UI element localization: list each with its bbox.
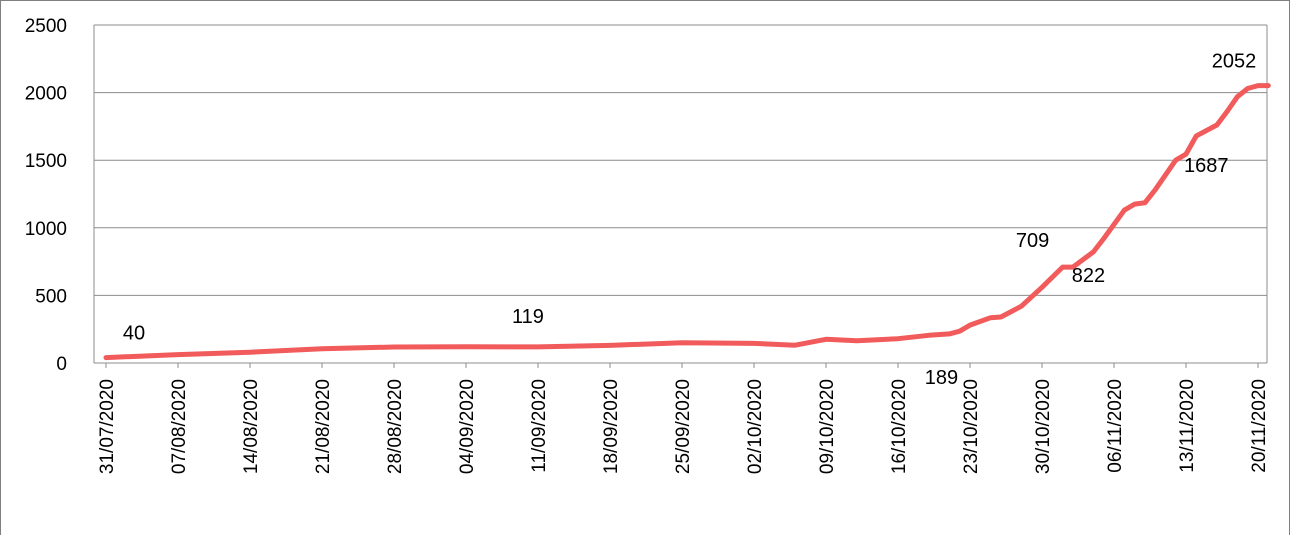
y-tick-label: 1500 bbox=[25, 151, 67, 172]
data-label: 189 bbox=[925, 367, 958, 389]
y-tick-label: 500 bbox=[35, 286, 67, 307]
x-tick-label: 04/09/2020 bbox=[457, 379, 478, 474]
x-tick-label: 16/10/2020 bbox=[889, 379, 910, 474]
x-axis-tick-labels: 31/07/2020 07/08/2020 14/08/2020 21/08/2020… bbox=[97, 379, 1270, 474]
x-tick-label: 11/09/2020 bbox=[529, 379, 550, 473]
x-tick-label: 07/08/2020 bbox=[169, 379, 190, 474]
axes bbox=[93, 25, 1268, 368]
data-labels: 40 119 189 709 822 1687 2052 bbox=[123, 51, 1256, 389]
data-label: 709 bbox=[1016, 230, 1049, 252]
data-label: 119 bbox=[512, 306, 544, 328]
series-line bbox=[103, 83, 1271, 361]
x-tick-label: 25/09/2020 bbox=[673, 379, 694, 474]
x-tick-label: 21/08/2020 bbox=[313, 379, 334, 474]
y-tick-label: 0 bbox=[56, 354, 67, 375]
series-layer bbox=[103, 83, 1271, 361]
y-axis-tick-labels: 0 500 1000 1500 2000 2500 bbox=[25, 16, 67, 375]
y-tick-label: 2500 bbox=[25, 16, 67, 37]
y-tick-label: 1000 bbox=[25, 219, 67, 240]
data-label: 40 bbox=[123, 323, 145, 345]
x-tick-label: 30/10/2020 bbox=[1033, 379, 1054, 474]
x-tick-label: 23/10/2020 bbox=[961, 379, 982, 474]
data-label: 822 bbox=[1072, 265, 1105, 287]
x-tick-label: 02/10/2020 bbox=[745, 379, 766, 474]
x-tick-label: 28/08/2020 bbox=[385, 379, 406, 474]
x-tick-label: 06/11/2020 bbox=[1105, 379, 1126, 473]
y-tick-label: 2000 bbox=[25, 84, 67, 105]
x-tick-label: 18/09/2020 bbox=[601, 379, 622, 474]
data-label: 2052 bbox=[1212, 51, 1257, 73]
x-tick-label: 14/08/2020 bbox=[241, 379, 262, 474]
x-tick-label: 20/11/2020 bbox=[1249, 379, 1270, 473]
x-tick-label: 31/07/2020 bbox=[97, 379, 118, 474]
data-label: 1687 bbox=[1184, 155, 1229, 177]
gridlines bbox=[94, 24, 1267, 296]
x-tick-label: 09/10/2020 bbox=[817, 379, 838, 474]
x-tick-label: 13/11/2020 bbox=[1177, 379, 1198, 473]
